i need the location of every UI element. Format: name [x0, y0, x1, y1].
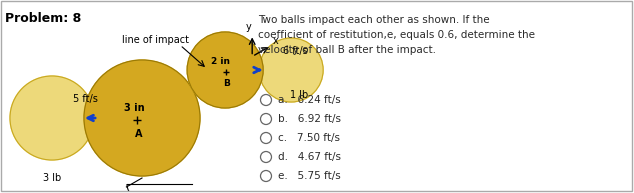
Text: 5 ft/s: 5 ft/s — [72, 94, 98, 104]
Text: d.   4.67 ft/s: d. 4.67 ft/s — [278, 152, 341, 162]
Text: a.   6.24 ft/s: a. 6.24 ft/s — [278, 95, 340, 105]
Text: 3 in: 3 in — [124, 103, 145, 113]
Text: b.   6.92 ft/s: b. 6.92 ft/s — [278, 114, 341, 124]
Text: 6 ft/s: 6 ft/s — [283, 46, 307, 56]
Text: 1 lb: 1 lb — [290, 90, 308, 100]
Text: A: A — [135, 129, 143, 139]
Text: c.   7.50 ft/s: c. 7.50 ft/s — [278, 133, 340, 143]
Circle shape — [84, 60, 200, 176]
Text: x: x — [273, 36, 278, 46]
Circle shape — [10, 76, 94, 160]
Text: y: y — [245, 23, 251, 32]
Text: line of impact: line of impact — [122, 35, 188, 45]
Text: Two balls impact each other as shown. If the
coefficient of restitution,e, equal: Two balls impact each other as shown. If… — [258, 15, 535, 55]
Circle shape — [259, 38, 323, 102]
Text: 2 in: 2 in — [210, 58, 230, 67]
Text: 3 lb: 3 lb — [43, 173, 61, 183]
Text: e.   5.75 ft/s: e. 5.75 ft/s — [278, 171, 340, 181]
Text: B: B — [223, 80, 230, 89]
Text: Problem: 8: Problem: 8 — [5, 12, 81, 25]
Circle shape — [187, 32, 263, 108]
